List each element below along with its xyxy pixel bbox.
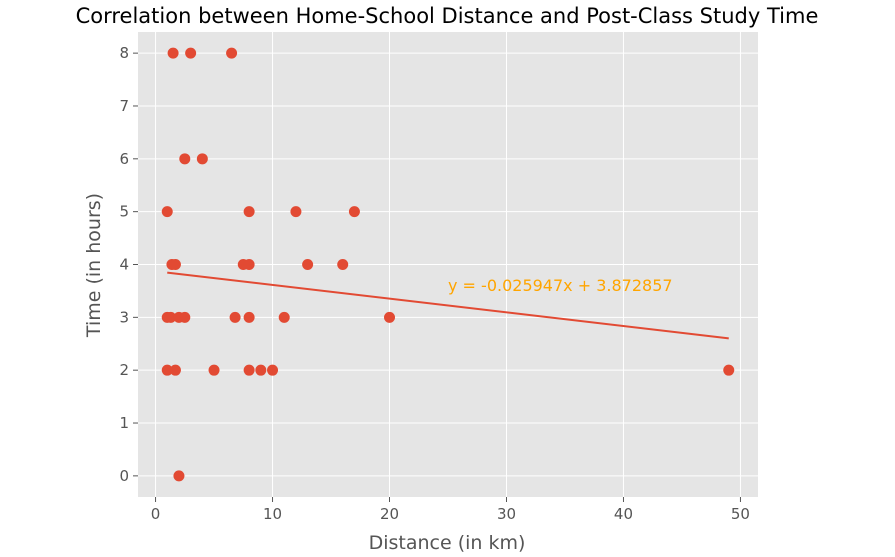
- y-tick-label: 0: [119, 467, 129, 485]
- y-tick-label: 8: [119, 44, 129, 62]
- x-tick-label: 40: [614, 505, 633, 523]
- y-tick-label: 4: [119, 256, 129, 274]
- data-point: [229, 311, 241, 323]
- data-point: [337, 259, 349, 270]
- data-point: [723, 364, 735, 376]
- regression: y = -0.025947x + 3.872857: [167, 271, 729, 340]
- y-tick-label: 2: [119, 361, 129, 379]
- x-axis: 0 10 20 30 40 50: [151, 497, 750, 523]
- regression-equation: y = -0.025947x + 3.872857: [448, 276, 673, 295]
- data-point: [348, 206, 360, 218]
- x-tick-label: 30: [497, 505, 516, 523]
- data-point: [185, 47, 197, 59]
- data-point: [243, 364, 255, 376]
- grid-lines: [138, 32, 758, 497]
- data-point: [302, 259, 314, 270]
- y-tick-label: 6: [119, 150, 129, 168]
- data-point: [161, 206, 173, 218]
- data-point: [243, 311, 255, 323]
- chart-title: Correlation between Home-School Distance…: [76, 4, 819, 28]
- data-point: [179, 153, 191, 165]
- data-point: [267, 364, 279, 376]
- data-point: [226, 47, 238, 59]
- data-point: [161, 364, 173, 376]
- regression-line: [167, 271, 729, 340]
- x-tick-label: 10: [263, 505, 282, 523]
- x-tick-label: 20: [380, 505, 399, 523]
- data-point: [243, 259, 255, 270]
- data-point: [278, 311, 290, 323]
- x-axis-label: Distance (in km): [369, 532, 526, 554]
- y-tick-label: 5: [119, 203, 129, 221]
- data-point: [290, 206, 302, 218]
- data-point: [173, 470, 185, 482]
- y-tick-label: 3: [119, 308, 129, 326]
- y-tick-label: 1: [119, 414, 129, 432]
- data-point: [167, 47, 179, 59]
- y-axis-label: Time (in hours): [83, 193, 105, 338]
- data-point: [179, 311, 191, 323]
- data-point: [196, 153, 208, 165]
- data-point: [208, 364, 220, 376]
- data-point: [255, 364, 267, 376]
- data-point: [169, 364, 181, 376]
- data-point: [165, 311, 177, 323]
- data-point: [384, 311, 396, 323]
- y-axis: 0 1 2 3 4 5 6 7 8: [119, 44, 138, 485]
- data-point: [169, 259, 181, 270]
- y-tick-label: 7: [119, 97, 129, 115]
- data-points: [161, 47, 735, 482]
- data-point: [243, 206, 255, 218]
- x-tick-label: 50: [731, 505, 750, 523]
- x-tick-label: 0: [151, 505, 161, 523]
